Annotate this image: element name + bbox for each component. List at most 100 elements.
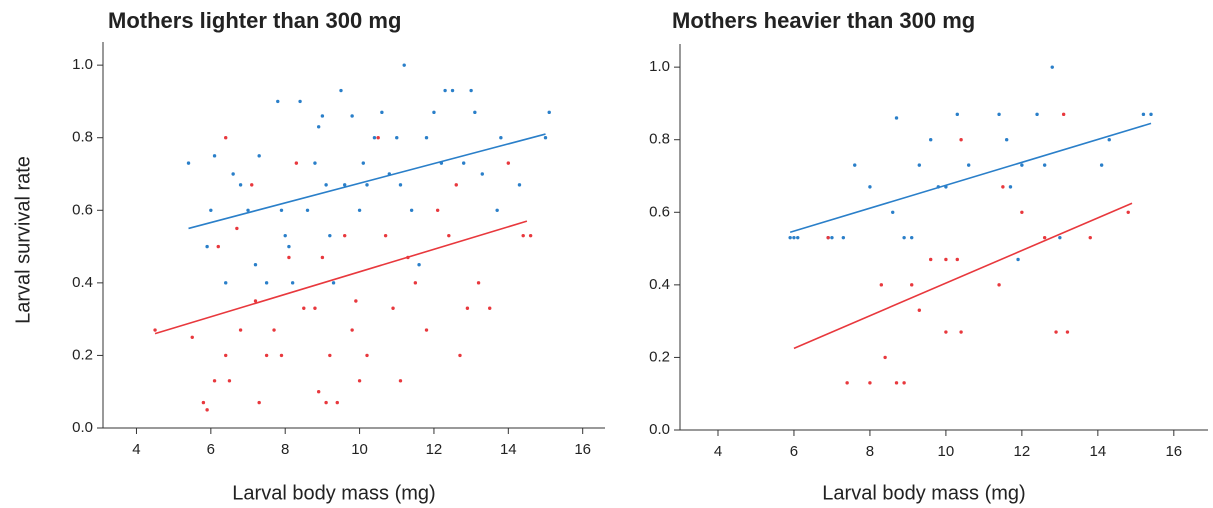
data-point — [506, 161, 511, 165]
data-point — [343, 183, 347, 187]
data-point — [1141, 112, 1146, 117]
data-point — [302, 306, 306, 310]
x-axis-label: Larval body mass (mg) — [822, 482, 1025, 504]
data-point — [398, 183, 403, 187]
data-point — [1058, 235, 1062, 240]
data-point — [205, 408, 209, 412]
data-point — [841, 235, 846, 240]
x-tick-label: 4 — [132, 441, 140, 458]
data-point — [335, 400, 339, 405]
data-point — [391, 306, 395, 310]
data-point — [264, 281, 269, 285]
data-point — [868, 185, 872, 189]
data-point — [495, 208, 499, 212]
data-point — [376, 136, 380, 140]
data-point — [929, 138, 933, 142]
data-point — [1054, 330, 1058, 334]
data-point — [902, 235, 906, 240]
data-point — [936, 185, 941, 189]
data-point — [944, 257, 948, 262]
data-point — [1149, 112, 1153, 117]
x-tick-label: 8 — [866, 443, 874, 460]
chart-title: Mothers lighter than 300 mg — [108, 8, 401, 33]
data-point — [830, 235, 834, 240]
data-point — [402, 63, 406, 67]
data-point — [253, 263, 258, 267]
data-point — [461, 161, 466, 165]
data-point — [845, 381, 849, 385]
data-point — [488, 306, 492, 310]
data-point — [298, 99, 302, 104]
data-point — [480, 172, 484, 176]
data-point — [473, 110, 477, 115]
data-point — [432, 110, 436, 115]
x-tick-label: 14 — [500, 441, 517, 458]
y-tick-label: 0.4 — [72, 274, 93, 291]
trend-line — [789, 122, 1152, 234]
data-point — [910, 235, 914, 240]
x-tick-label: 10 — [938, 443, 955, 460]
data-point — [209, 208, 213, 212]
data-point — [272, 328, 276, 332]
data-point — [1099, 163, 1104, 167]
data-point — [917, 163, 922, 167]
data-point — [424, 328, 429, 332]
data-point — [1107, 138, 1111, 142]
data-point — [883, 355, 887, 360]
data-point — [1042, 163, 1047, 167]
data-point — [1008, 185, 1013, 189]
data-point — [902, 381, 906, 385]
data-point — [826, 235, 830, 240]
data-point — [320, 114, 325, 118]
data-point — [792, 235, 796, 240]
data-point — [328, 353, 332, 358]
x-tick-label: 10 — [351, 441, 368, 458]
data-point — [316, 390, 321, 394]
data-point — [547, 110, 551, 115]
trend-line — [188, 133, 546, 230]
data-point — [944, 185, 948, 189]
data-point — [1035, 112, 1039, 117]
data-point — [1065, 330, 1070, 334]
y-tick-label: 0.8 — [649, 131, 670, 148]
data-point — [380, 110, 384, 115]
data-point — [1016, 257, 1020, 262]
data-point — [250, 183, 254, 187]
data-point — [439, 161, 444, 165]
data-point — [383, 233, 388, 238]
x-tick-label: 6 — [790, 443, 798, 460]
data-point — [357, 379, 362, 383]
data-point — [868, 381, 872, 385]
x-tick-label: 8 — [281, 441, 289, 458]
y-tick-label: 0.8 — [72, 129, 93, 146]
data-point — [387, 172, 392, 176]
data-point — [944, 330, 948, 334]
data-point — [1020, 210, 1024, 214]
y-tick-label: 1.0 — [649, 58, 670, 75]
data-point — [1126, 210, 1130, 214]
data-point — [331, 281, 336, 285]
data-point — [997, 283, 1001, 287]
y-tick-label: 0.4 — [649, 276, 670, 293]
data-point — [894, 116, 899, 120]
data-point — [424, 136, 429, 140]
data-point — [465, 306, 470, 310]
x-tick-label: 16 — [1165, 443, 1182, 460]
data-point — [316, 125, 321, 129]
data-point — [413, 281, 418, 285]
data-point — [153, 328, 157, 332]
y-tick-label: 0.0 — [649, 421, 670, 438]
data-point — [1042, 235, 1047, 240]
x-axis-label: Larval body mass (mg) — [232, 482, 435, 504]
data-point — [450, 88, 455, 93]
data-point — [339, 88, 343, 93]
data-point — [1088, 235, 1092, 240]
data-point — [398, 379, 403, 383]
data-point — [409, 208, 414, 212]
data-point — [190, 335, 194, 339]
data-point — [395, 136, 399, 140]
data-point — [276, 99, 280, 104]
data-point — [788, 235, 792, 240]
data-point — [879, 283, 884, 287]
y-tick-label: 0.6 — [649, 203, 670, 220]
